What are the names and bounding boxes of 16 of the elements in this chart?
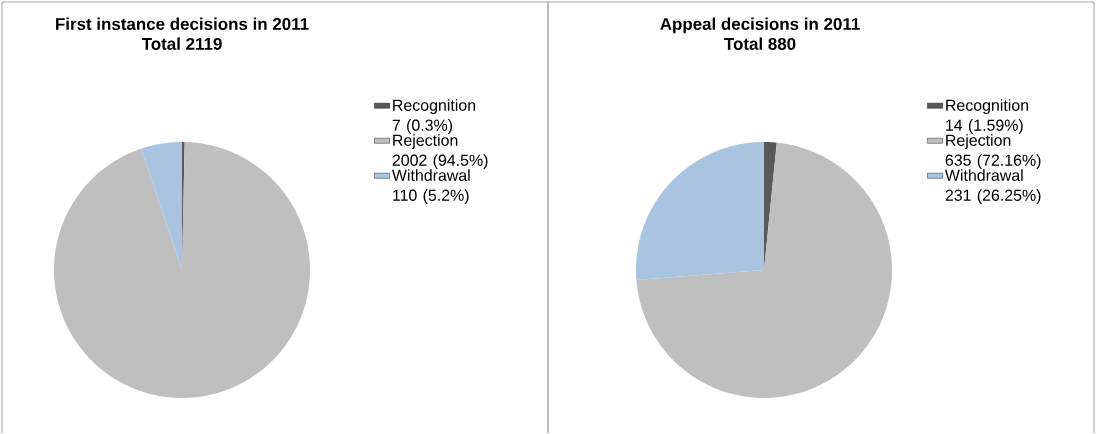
chart-title: First instance decisions in 2011 [56,17,309,31]
legend-label: Withdrawal [391,169,470,182]
chart-title: Appeal decisions in 2011 [660,17,860,34]
data-label: 635 (72.16%) [945,154,1041,170]
chart-subtitle: Total 880 [724,37,796,50]
data-label: 231 (26.25%) [945,189,1041,205]
data-label: 2002 (94.5%) [392,154,488,170]
legend-label: Recognition [946,99,1029,115]
legend-label: Rejection [946,134,1011,150]
data-label: 7 (0.3%) [392,119,453,135]
chart-subtitle: Total 2119 [141,37,222,50]
data-label: 110 (5.2%) [393,189,469,205]
legend-label: Rejection [393,134,458,150]
legend-label: Withdrawal [944,169,1023,182]
data-label: 14 (1.59%) [946,119,1023,135]
legend-label: Recognition [393,99,476,115]
